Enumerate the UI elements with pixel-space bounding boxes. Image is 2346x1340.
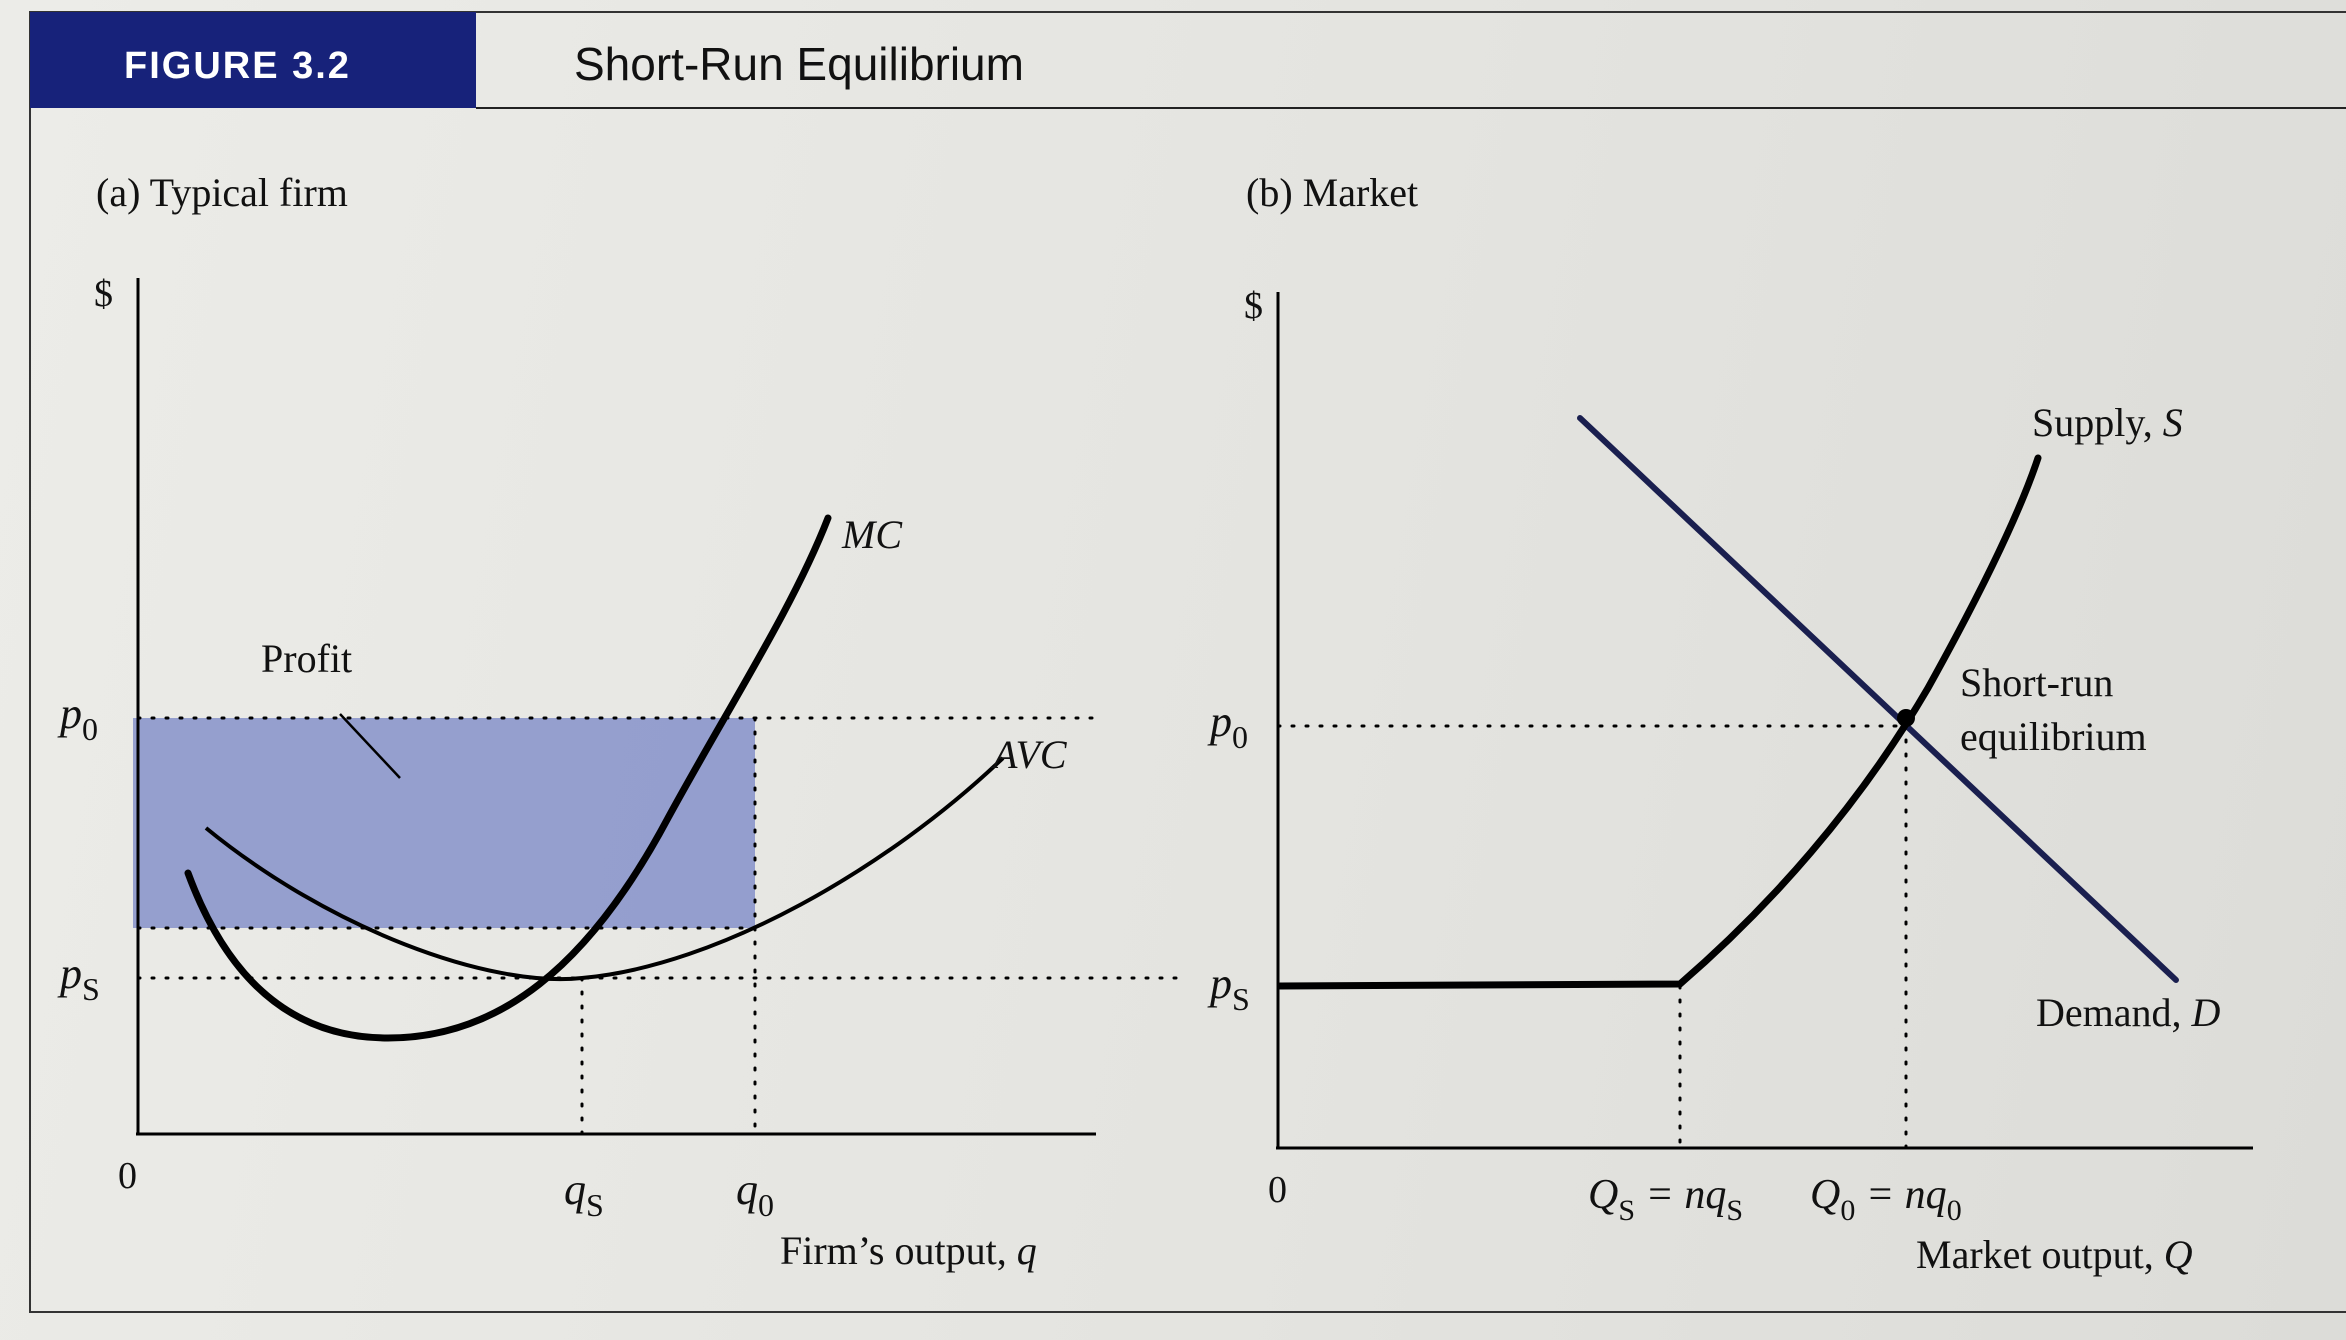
avc-curve	[204, 756, 1005, 981]
profit-pointer	[339, 713, 401, 779]
equilibrium-point	[1897, 709, 1915, 727]
figure-border	[29, 11, 2346, 1313]
panel-b-y-axis-label: $	[1244, 285, 1263, 327]
mc-curve	[184, 514, 832, 1042]
panel-b-title: (b) Market	[1246, 170, 1418, 215]
qs-label: qS	[564, 1165, 604, 1223]
QS-label: QS = nqS	[1588, 1172, 1743, 1227]
p0-label-a: p0	[57, 689, 98, 747]
panel-a-typical-firm: (a) Typical firm $ Profit MC AVC p0 pS 0…	[57, 170, 1190, 1273]
panel-b-market: (b) Market $ Supply, S Demand, D Short-r…	[1207, 170, 2253, 1277]
ps-label-a: pS	[57, 949, 100, 1007]
panel-b-x-axis-label: Market output, Q	[1916, 1232, 2193, 1277]
equilibrium-label-line1: Short-run	[1960, 660, 2113, 705]
panel-a-origin: 0	[118, 1155, 137, 1197]
figure-title: Short-Run Equilibrium	[574, 38, 1024, 90]
p0-label-b: p0	[1207, 697, 1248, 755]
avc-label: AVC	[990, 732, 1068, 777]
supply-label: Supply, S	[2032, 400, 2183, 445]
equilibrium-label-line2: equilibrium	[1960, 714, 2147, 759]
panel-a-title: (a) Typical firm	[96, 170, 348, 215]
panel-a-y-axis-label: $	[94, 273, 113, 315]
supply-curve	[1276, 454, 2042, 990]
panel-b-origin: 0	[1268, 1169, 1287, 1211]
demand-label: Demand, D	[2036, 990, 2221, 1035]
ps-label-b: pS	[1207, 959, 1250, 1017]
figure-tag: FIGURE 3.2	[124, 45, 351, 87]
mc-label: MC	[841, 512, 903, 557]
panel-a-x-axis-label: Firm’s output, q	[780, 1228, 1037, 1273]
demand-curve	[1577, 415, 2179, 983]
profit-area	[133, 718, 755, 928]
figure-tag-band	[30, 12, 476, 108]
figure-3-2: FIGURE 3.2 Short-Run Equilibrium (a) Typ…	[28, 8, 2346, 1328]
Q0-label: Q0 = nq0	[1810, 1172, 1962, 1227]
q0-label: q0	[736, 1165, 774, 1223]
profit-label: Profit	[261, 636, 352, 681]
